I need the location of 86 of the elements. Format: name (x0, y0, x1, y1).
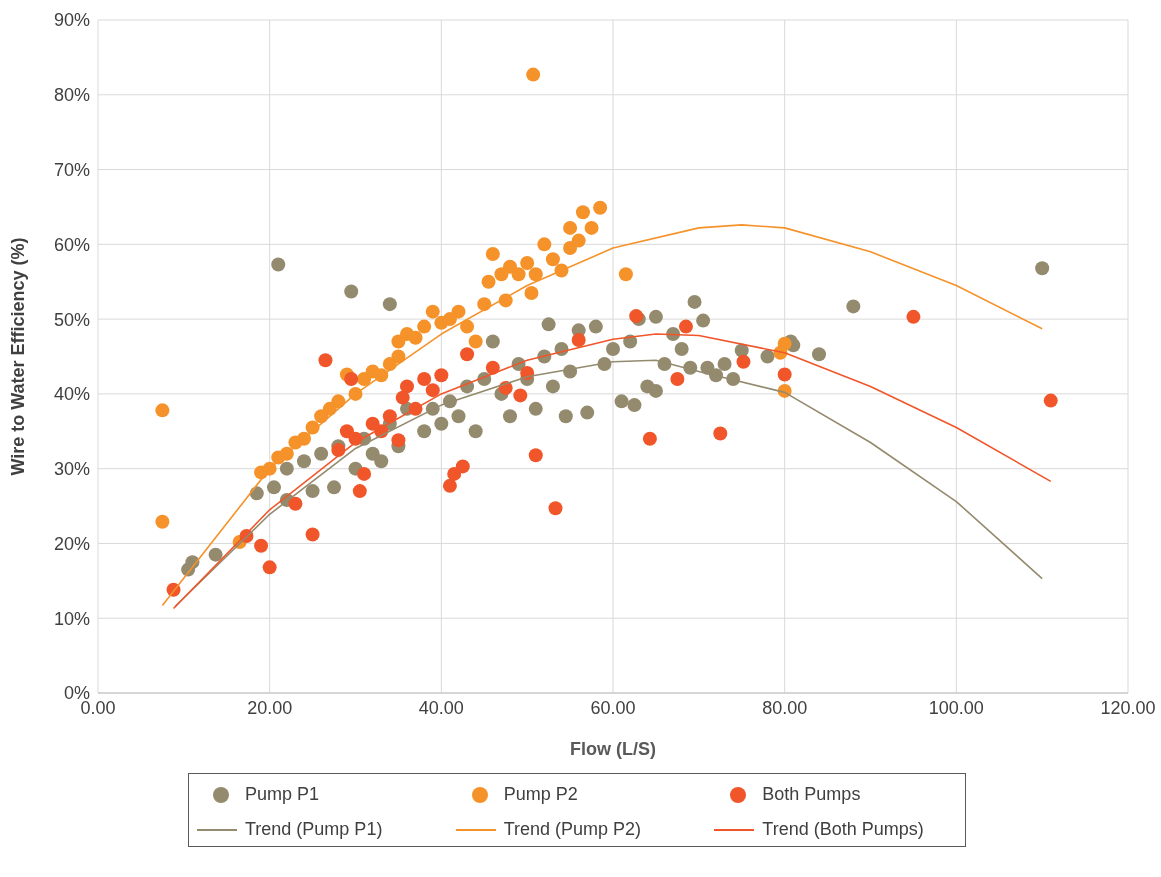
point (391, 349, 406, 364)
x-tick-label: 40.00 (418, 697, 464, 718)
point (906, 309, 921, 324)
y-tick-label: 40% (53, 384, 90, 405)
point (318, 353, 333, 368)
point (524, 285, 539, 300)
point (1043, 393, 1058, 408)
point (339, 424, 354, 439)
point (548, 501, 563, 516)
point (713, 426, 728, 441)
point (391, 433, 406, 448)
point (417, 319, 432, 334)
legend-label: Trend (Pump P1) (245, 819, 383, 840)
point (511, 267, 526, 282)
point (528, 448, 543, 463)
point (485, 247, 500, 262)
point (618, 267, 633, 282)
point (528, 267, 543, 282)
legend-label: Both Pumps (762, 784, 861, 805)
point (425, 383, 440, 398)
x-tick-label: 80.00 (762, 697, 808, 718)
point (288, 496, 303, 511)
legend-label: Trend (Pump P2) (503, 819, 642, 840)
y-tick-label: 80% (53, 85, 90, 106)
point (425, 304, 440, 319)
x-tick-label: 60.00 (590, 697, 636, 718)
point (575, 205, 590, 220)
point (670, 371, 685, 386)
point (254, 538, 269, 553)
point (503, 259, 517, 274)
point (678, 319, 693, 334)
point (571, 233, 586, 248)
point (563, 241, 578, 256)
point (513, 388, 528, 403)
point (481, 274, 496, 289)
point (434, 368, 449, 383)
point (520, 256, 535, 271)
point (155, 403, 170, 418)
point (408, 330, 423, 345)
x-tick-label: 100.00 (928, 697, 984, 718)
y-tick-label: 50% (53, 309, 90, 330)
point (155, 514, 170, 529)
point (455, 459, 470, 474)
point (447, 466, 462, 481)
x-tick-label: 20.00 (247, 697, 293, 718)
point (382, 409, 397, 424)
legend-label: Pump P1 (245, 784, 320, 805)
point (485, 360, 500, 375)
point (262, 560, 277, 575)
point (442, 478, 457, 493)
point (460, 347, 475, 362)
point (777, 336, 792, 351)
line-series (161, 224, 1043, 607)
point (305, 527, 320, 542)
point (545, 252, 560, 267)
point (642, 431, 657, 446)
point (526, 67, 541, 82)
point (468, 334, 483, 349)
point (395, 390, 410, 405)
point (451, 304, 466, 319)
point (537, 237, 552, 252)
y-axis-title: Wire to Water Efficiency (%) (8, 237, 29, 476)
point (571, 333, 586, 348)
point (344, 371, 359, 386)
point (584, 220, 599, 235)
legend-label: Pump P2 (503, 784, 578, 805)
point (736, 354, 751, 369)
y-tick-label: 10% (53, 608, 90, 629)
point (593, 200, 608, 215)
point (460, 319, 475, 334)
y-tick-label: 20% (53, 533, 90, 554)
point (400, 379, 414, 394)
y-tick-label: 90% (53, 10, 90, 31)
x-axis-title: Flow (L/S) (570, 739, 656, 759)
point (417, 371, 432, 386)
legend-label: Trend (Both Pumps) (762, 819, 924, 840)
point (331, 394, 346, 409)
point (357, 466, 372, 481)
y-tick-label: 70% (53, 159, 90, 180)
point (563, 220, 578, 235)
point (352, 484, 367, 499)
x-tick-label: 120.00 (1100, 697, 1156, 718)
point (777, 367, 792, 382)
y-tick-label: 30% (53, 459, 90, 480)
y-tick-label: 60% (53, 234, 90, 255)
point (442, 312, 457, 327)
